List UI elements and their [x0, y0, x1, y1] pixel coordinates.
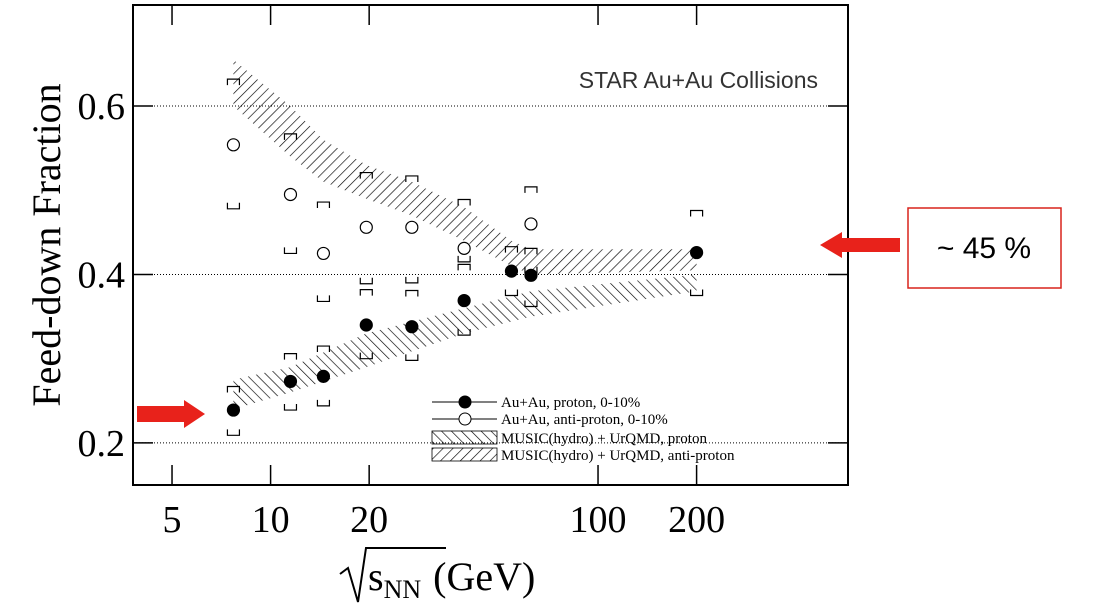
sys-bracket-low	[283, 247, 298, 255]
sys-bracket-high	[316, 201, 331, 209]
sys-bracket-low	[316, 399, 331, 407]
sys-bracket-low	[457, 329, 471, 336]
data-point	[457, 241, 471, 255]
sys-bracket-low	[359, 352, 373, 360]
x-tick-label: 20	[350, 499, 388, 541]
x-axis-label: sNN (GeV)	[368, 554, 535, 604]
sys-bracket-high	[316, 345, 331, 353]
data-point	[316, 369, 331, 383]
legend-marker	[458, 395, 472, 409]
sys-bracket-high	[457, 263, 471, 271]
x-label-radicand: s	[368, 554, 384, 599]
sys-bracket-low	[504, 289, 519, 297]
sys-bracket-low	[316, 295, 331, 303]
legend-label: Au+Au, anti-proton, 0-10%	[501, 412, 668, 428]
legend-label: Au+Au, proton, 0-10%	[501, 395, 640, 411]
data-point	[283, 374, 298, 389]
band-area	[233, 274, 697, 410]
sys-bracket-high	[283, 133, 298, 140]
legend-label: MUSIC(hydro) + UrQMD, anti-proton	[501, 448, 735, 464]
sys-bracket-high	[359, 171, 373, 179]
sys-bracket-high	[504, 246, 519, 253]
legend-swatch	[431, 430, 498, 445]
band-area	[233, 59, 697, 275]
legend-marker	[458, 412, 472, 426]
y-tick-label: 0.6	[78, 86, 126, 128]
x-tick-label: 100	[570, 499, 627, 541]
sys-bracket-high	[524, 247, 538, 255]
data-point	[457, 293, 471, 308]
callout-box	[907, 207, 1062, 289]
callout-text: ~ 45 %	[937, 232, 1031, 265]
sys-bracket-high	[689, 209, 704, 217]
data-point	[524, 268, 538, 282]
sys-bracket-low	[226, 429, 241, 436]
sys-bracket-high	[457, 198, 471, 206]
sys-bracket-high	[226, 385, 241, 393]
sys-bracket-low	[283, 404, 298, 411]
annotation: STAR Au+Au Collisions	[579, 67, 818, 93]
data-point	[226, 403, 241, 417]
legend-swatch	[431, 447, 498, 462]
y-axis-label: Feed-down Fraction	[24, 83, 69, 406]
sys-bracket-low	[226, 202, 241, 210]
sys-bracket-low	[359, 277, 373, 285]
sys-bracket-low	[405, 354, 419, 361]
data-point	[524, 217, 538, 231]
data-point	[359, 318, 373, 332]
x-tick-label: 10	[252, 499, 290, 541]
x-tick-label: 200	[668, 499, 725, 541]
left-arrow	[137, 400, 205, 428]
sys-bracket-high	[405, 289, 419, 297]
data-point	[689, 245, 704, 260]
sys-bracket-low	[524, 300, 538, 308]
sys-bracket-high	[359, 289, 373, 296]
sys-bracket-high	[405, 175, 419, 182]
sys-bracket-low	[524, 266, 538, 274]
right-arrow	[820, 232, 900, 258]
data-point	[283, 187, 298, 202]
sys-bracket-low	[689, 289, 704, 297]
x-label-subscript: NN	[384, 575, 422, 604]
sys-bracket-high	[524, 186, 538, 193]
sys-bracket-high	[226, 78, 241, 86]
plot-area	[133, 5, 848, 485]
radical-sign	[339, 547, 446, 603]
data-point	[226, 138, 241, 152]
y-tick-label: 0.4	[78, 254, 126, 296]
y-tick-label: 0.2	[78, 423, 126, 465]
sys-bracket-high	[283, 353, 298, 360]
legend-label: MUSIC(hydro) + UrQMD, proton	[501, 431, 707, 447]
data-point	[405, 320, 419, 334]
sys-bracket-low	[405, 276, 419, 284]
data-point	[359, 220, 373, 234]
data-point	[316, 246, 331, 261]
data-point	[504, 264, 519, 278]
sys-bracket-low	[457, 255, 471, 263]
x-label-unit: (GeV)	[433, 554, 535, 599]
x-tick-label: 5	[163, 499, 182, 541]
data-point	[405, 220, 419, 234]
